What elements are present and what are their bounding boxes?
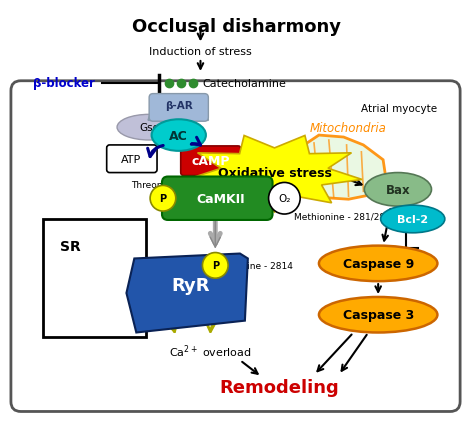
Polygon shape [148,96,209,121]
Text: P: P [159,194,166,204]
Text: Caspase 9: Caspase 9 [343,257,414,270]
Text: AC: AC [169,129,188,142]
Polygon shape [294,136,386,200]
Text: Remodeling: Remodeling [219,378,339,396]
Text: Threonine - 286: Threonine - 286 [131,181,203,190]
Circle shape [202,253,228,279]
Polygon shape [127,254,248,333]
Text: β-blocker: β-blocker [33,77,94,90]
FancyBboxPatch shape [149,94,209,122]
Text: P: P [212,261,219,271]
Text: Catecholamine: Catecholamine [202,79,286,89]
Text: O₂: O₂ [278,194,291,204]
Text: Occlusal disharmony: Occlusal disharmony [133,17,341,36]
FancyBboxPatch shape [11,82,460,411]
FancyBboxPatch shape [162,177,273,220]
FancyBboxPatch shape [107,145,157,173]
Text: SR: SR [60,239,81,253]
Text: Caspase 3: Caspase 3 [343,309,414,322]
Text: cAMP: cAMP [191,155,229,168]
Text: Oxidative stress: Oxidative stress [218,167,331,180]
Text: ATP: ATP [121,155,142,164]
FancyBboxPatch shape [43,220,146,338]
Ellipse shape [319,246,438,282]
Circle shape [269,183,300,214]
Ellipse shape [319,297,438,333]
Text: CaMKII: CaMKII [196,192,245,205]
Ellipse shape [365,173,431,207]
Text: Ca$^{2+}$ overload: Ca$^{2+}$ overload [169,342,252,359]
Text: Gsα: Gsα [139,123,159,133]
FancyBboxPatch shape [181,147,241,176]
Circle shape [150,186,176,212]
Ellipse shape [117,115,181,141]
Text: β-AR: β-AR [165,101,192,111]
Ellipse shape [381,206,445,233]
Text: Induction of stress: Induction of stress [149,47,252,57]
Text: Mitochondria: Mitochondria [310,122,387,135]
Ellipse shape [152,120,206,151]
Text: Atrial myocyte: Atrial myocyte [361,104,438,114]
Text: Serine - 2814: Serine - 2814 [232,261,293,270]
Text: RyR: RyR [171,276,210,294]
Text: Bax: Bax [386,184,410,197]
Text: Bcl-2: Bcl-2 [397,214,428,224]
Text: Methionine - 281/282: Methionine - 281/282 [294,212,391,221]
Polygon shape [187,136,362,213]
